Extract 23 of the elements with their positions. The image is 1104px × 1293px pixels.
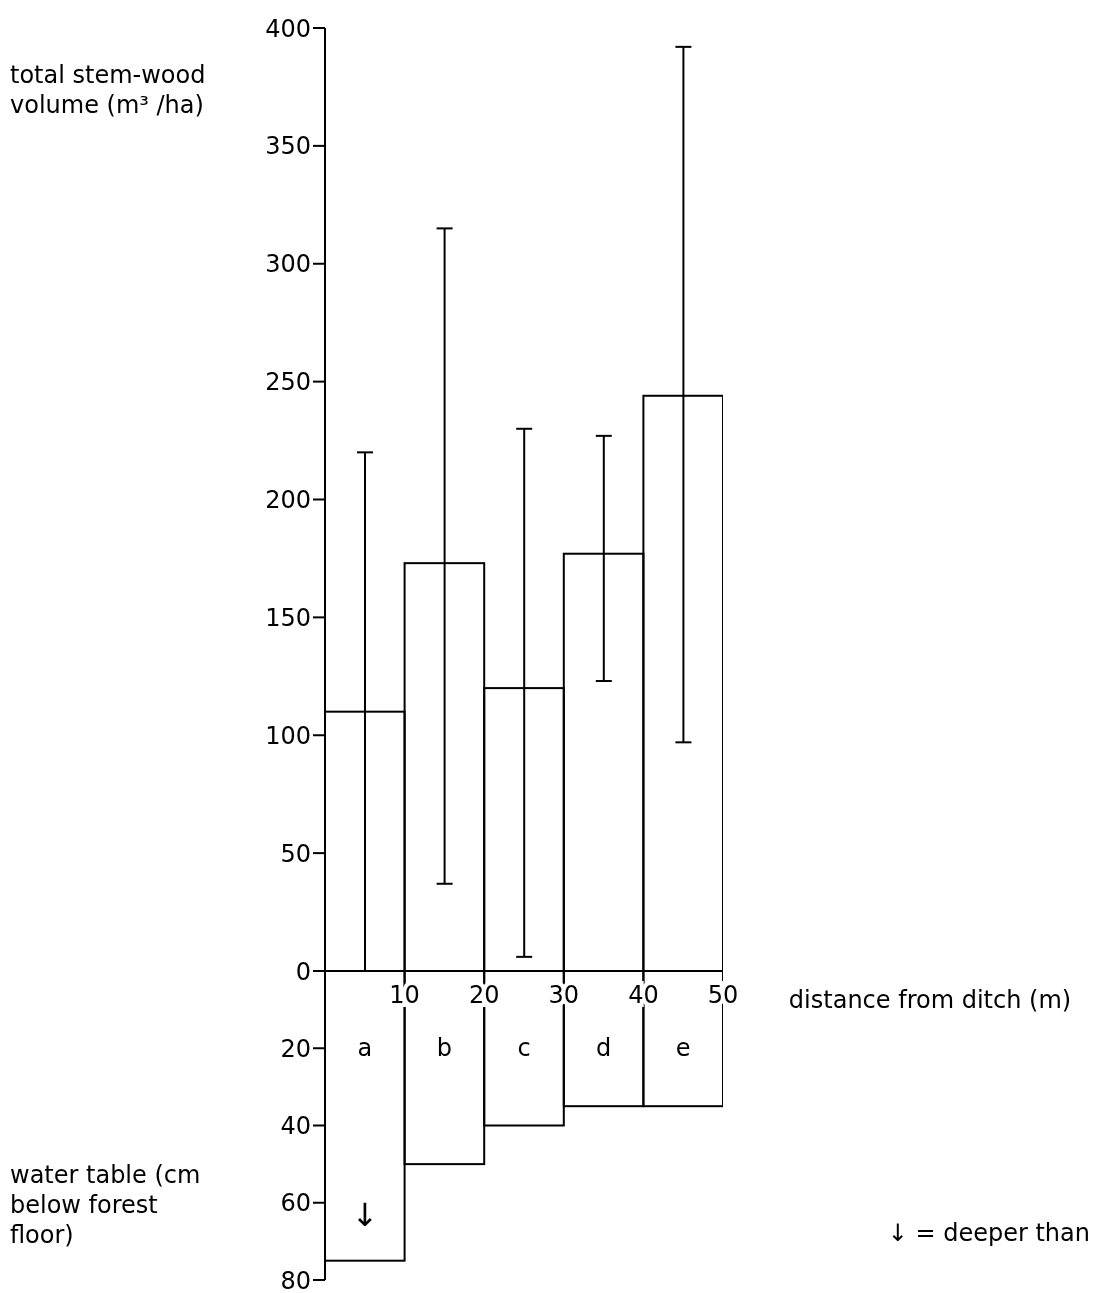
y-axis-title: total stem-wood volume (m³ /ha) <box>10 60 207 120</box>
y-axis-title: water table (cm below forest floor) <box>10 1160 202 1250</box>
y-tick-label: 80 <box>280 1266 311 1293</box>
text: ↓ = deeper than <box>886 1218 1090 1248</box>
y-tick-label: 150 <box>265 603 311 632</box>
x-axis-title: distance from ditch (m) <box>787 985 1073 1015</box>
annotation: ↓ <box>350 1196 380 1234</box>
annotation: d <box>594 1033 613 1064</box>
y-tick-label: 400 <box>265 14 311 43</box>
y-tick-label: 50 <box>280 839 311 868</box>
y-tick-label: 300 <box>265 250 311 279</box>
y-tick-label: 100 <box>265 721 311 750</box>
annotation: a <box>356 1033 374 1064</box>
annotation: e <box>674 1033 692 1064</box>
y-tick-label: 20 <box>280 1034 311 1063</box>
annotation: b <box>435 1033 453 1064</box>
y-tick-label: 350 <box>265 132 311 161</box>
y-tick-label: 200 <box>265 486 311 515</box>
y-tick-label: 0 <box>295 957 311 986</box>
y-tick-label: 250 <box>265 368 311 397</box>
y-tick-label: 60 <box>280 1189 311 1218</box>
annotation: c <box>516 1033 532 1064</box>
y-tick-label: 40 <box>280 1112 311 1141</box>
